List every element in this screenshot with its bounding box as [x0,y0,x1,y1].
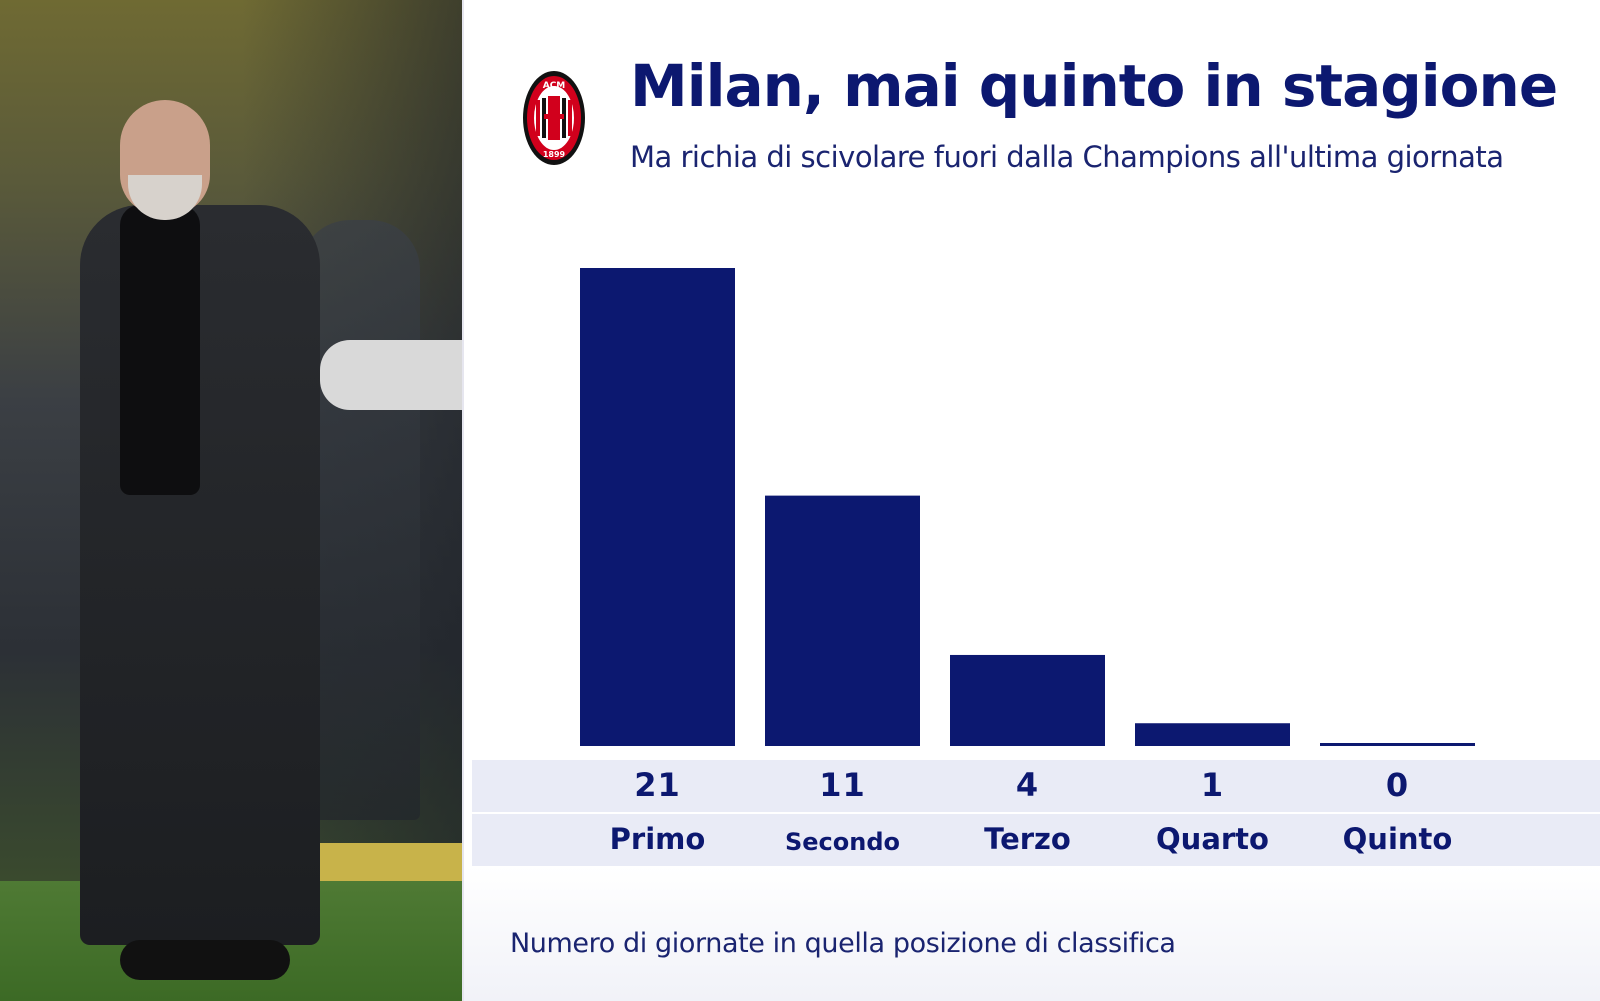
category-label-terzo: Terzo [984,822,1071,856]
bar-chart [580,268,1475,746]
value-label-secondo: 11 [819,766,866,804]
logo-text-bottom: 1899 [543,150,566,159]
value-label-band [472,760,1600,812]
ac-milan-logo-icon: ACM 1899 [523,71,585,165]
coach-photo [0,0,462,1001]
photo-advertising-board [320,340,462,410]
chart-footnote: Numero di giornate in quella posizione d… [510,928,1176,959]
bar-terzo [950,654,1105,746]
category-label-primo: Primo [609,822,706,856]
chart-subtitle: Ma richia di scivolare fuori dalla Champ… [630,140,1504,174]
category-label-quarto: Quarto [1156,822,1269,856]
value-label-primo: 21 [634,766,681,804]
category-label-band [472,814,1600,866]
bar-quarto [1135,723,1290,746]
category-label-quinto: Quinto [1342,822,1453,856]
chart-title: Milan, mai quinto in stagione [630,52,1558,120]
value-label-quarto: 1 [1200,766,1225,804]
photo-coach-shoes [120,940,290,980]
photo-background-person [300,220,420,820]
bar-primo [580,268,735,746]
photo-coach-turtleneck [120,205,200,495]
value-label-quinto: 0 [1385,766,1410,804]
logo-text-top: ACM [543,81,566,91]
value-label-terzo: 4 [1015,766,1040,804]
photo-coach-suit [80,205,320,945]
bar-secondo [765,495,920,746]
category-label-secondo: Secondo [784,828,901,856]
footer-area [464,866,1600,1001]
bar-quinto [1320,743,1475,746]
panel-divider [462,0,464,1001]
